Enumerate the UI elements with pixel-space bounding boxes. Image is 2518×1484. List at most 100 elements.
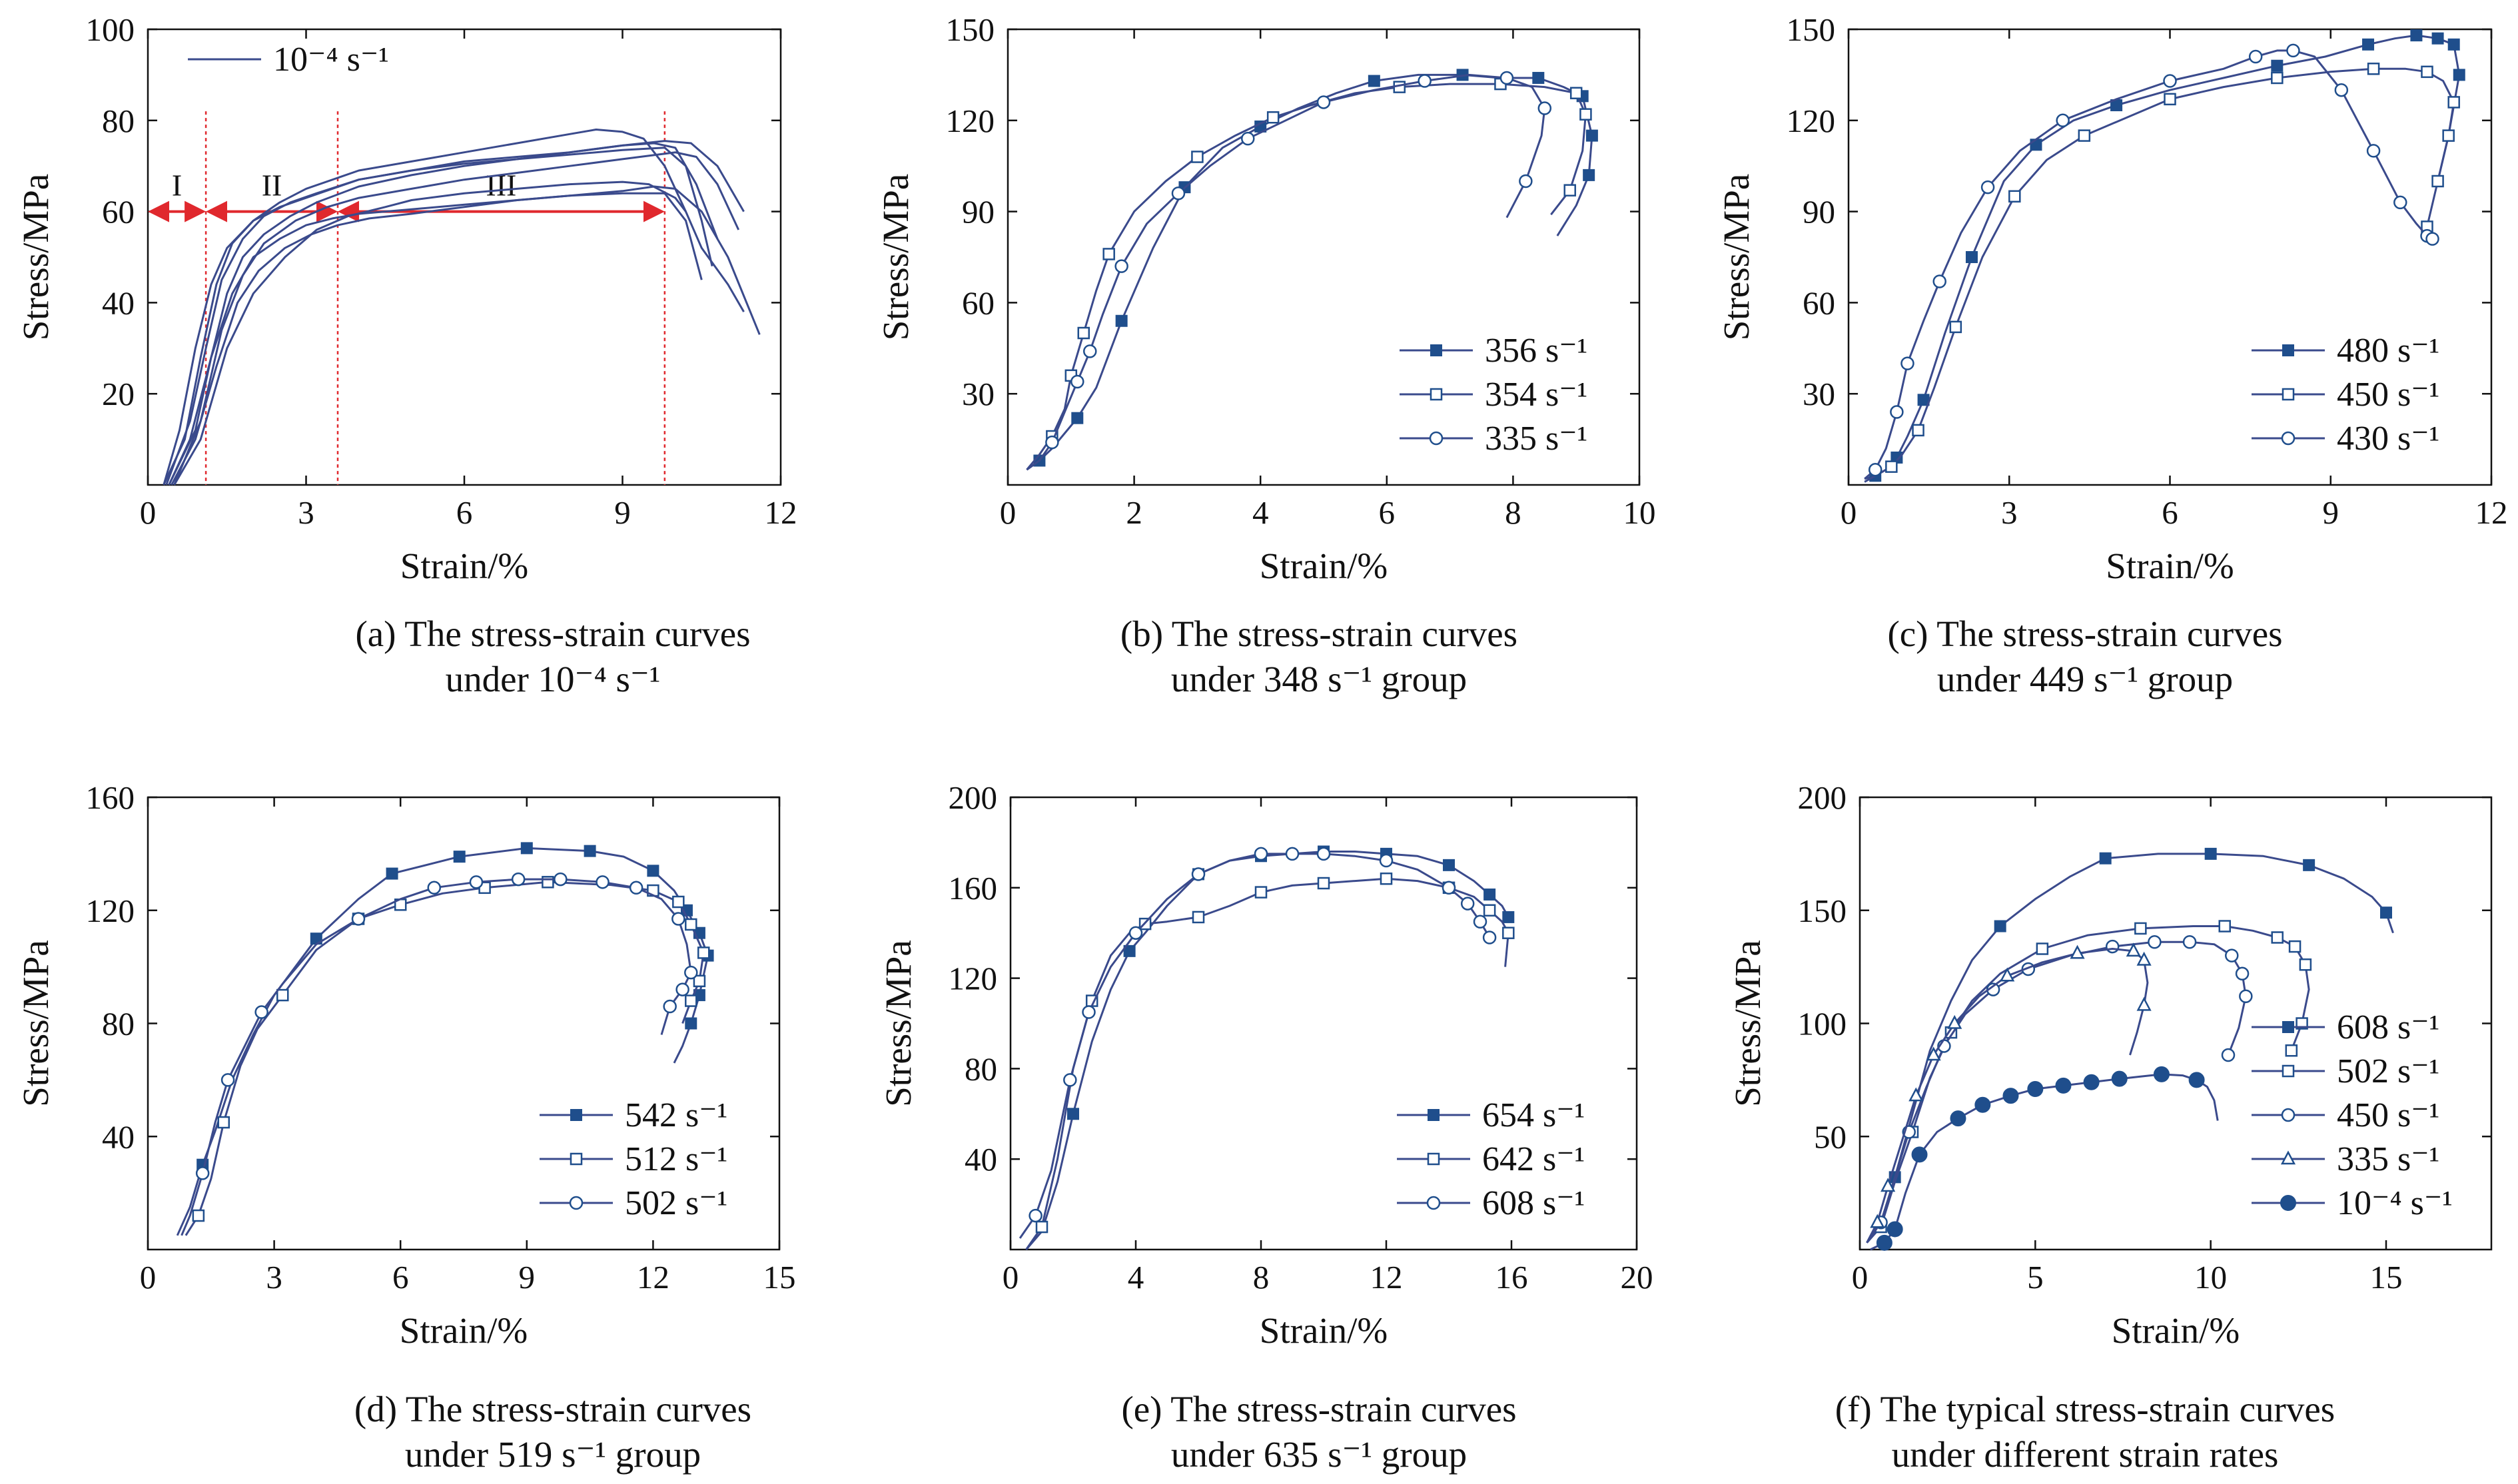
series-line-b-3 xyxy=(1026,73,1546,471)
y-tick-label-d: 120 xyxy=(86,893,135,929)
series-line-d-3 xyxy=(181,878,692,1236)
data-point-c-2 xyxy=(2442,129,2455,142)
data-point-c-1 xyxy=(2431,32,2444,45)
data-point-c-3 xyxy=(1890,405,1904,419)
caption-b: (b) The stress-strain curves under 348 s… xyxy=(839,611,1799,702)
data-point-c-2 xyxy=(1912,424,1924,437)
legend-marker-f-2 xyxy=(2282,1064,2295,1078)
data-point-f-2 xyxy=(2285,1044,2298,1057)
x-axis-title-c: Strain/% xyxy=(2106,546,2234,586)
data-point-b-2 xyxy=(1569,87,1583,100)
legend-marker-c-2 xyxy=(2282,388,2295,401)
y-tick-label-a: 100 xyxy=(86,11,135,48)
y-tick-label-e: 120 xyxy=(949,960,998,997)
x-tick-label-b: 6 xyxy=(1379,494,1396,531)
legend-marker-e-2 xyxy=(1427,1152,1440,1166)
data-point-d-1 xyxy=(386,867,398,880)
data-point-c-1 xyxy=(2447,38,2460,51)
data-point-d-3 xyxy=(351,912,366,926)
series-b-3 xyxy=(1026,71,1552,471)
legend-label-e-3: 608 s⁻¹ xyxy=(1482,1184,1585,1222)
legend-entry-f-4: 335 s⁻¹ xyxy=(2252,1140,2439,1178)
x-tick-label-f: 10 xyxy=(2194,1259,2227,1296)
y-tick-label-e: 160 xyxy=(949,870,998,907)
data-point-b-2 xyxy=(1579,108,1592,121)
data-point-d-1 xyxy=(647,865,659,877)
series-f-4 xyxy=(1866,942,2152,1244)
data-point-d-2 xyxy=(192,1209,205,1222)
data-point-f-5 xyxy=(2055,1077,2072,1094)
data-point-b-3 xyxy=(1114,259,1128,273)
caption-f-line2: under different strain rates xyxy=(1891,1434,2279,1475)
data-point-d-1 xyxy=(685,1017,697,1030)
data-point-f-4 xyxy=(2136,996,2152,1011)
data-point-d-2 xyxy=(693,974,706,988)
series-line-a-3 xyxy=(165,147,713,486)
y-tick-label-b: 30 xyxy=(962,376,995,412)
legend-entry-b-2: 354 s⁻¹ xyxy=(1400,376,1587,414)
legend-entry-e-2: 642 s⁻¹ xyxy=(1397,1140,1585,1178)
plot-frame-b xyxy=(1007,28,1641,486)
data-point-f-1 xyxy=(2380,907,2392,919)
data-point-c-1 xyxy=(1965,251,1978,263)
data-point-d-3 xyxy=(427,881,442,895)
legend-marker-c-1 xyxy=(2282,344,2294,356)
data-point-e-3 xyxy=(1063,1073,1077,1087)
series-line-a-4 xyxy=(168,140,745,486)
legend-label-f-4: 335 s⁻¹ xyxy=(2337,1140,2439,1178)
data-point-e-1 xyxy=(1067,1108,1079,1120)
data-point-c-3 xyxy=(2393,195,2407,210)
y-axis-title-c: Stress/MPa xyxy=(1716,174,1757,341)
legend-label-d-1: 542 s⁻¹ xyxy=(625,1096,727,1134)
x-axis-title-a: Strain/% xyxy=(400,546,528,586)
x-tick-label-a: 6 xyxy=(456,494,473,531)
data-point-e-2 xyxy=(1380,872,1393,885)
data-point-b-3 xyxy=(1070,374,1084,389)
data-point-c-2 xyxy=(2078,129,2091,142)
region-label-a: II xyxy=(262,169,282,202)
data-point-d-3 xyxy=(554,872,568,887)
caption-f: (f) The typical stress-strain curves und… xyxy=(1679,1387,2491,1477)
data-point-c-1 xyxy=(2362,38,2375,51)
legend-label-c-2: 450 s⁻¹ xyxy=(2337,376,2439,414)
data-point-f-5 xyxy=(1974,1096,1991,1113)
data-point-f-4 xyxy=(1947,1014,1962,1029)
x-tick-label-f: 0 xyxy=(1852,1259,1869,1296)
data-point-d-3 xyxy=(596,875,610,889)
series-f-2 xyxy=(1866,920,2312,1244)
data-point-f-5 xyxy=(1950,1110,1966,1127)
data-point-b-1 xyxy=(1115,314,1128,327)
data-point-b-3 xyxy=(1240,131,1255,146)
series-line-a-8 xyxy=(173,151,740,486)
legend-marker-b-3 xyxy=(1429,431,1444,446)
data-point-c-3 xyxy=(1932,274,1946,288)
y-tick-label-e: 40 xyxy=(965,1141,997,1178)
data-point-b-2 xyxy=(1077,326,1090,340)
data-point-e-3 xyxy=(1442,881,1456,895)
legend-label-f-3: 450 s⁻¹ xyxy=(2337,1096,2439,1134)
legend-marker-d-1 xyxy=(570,1109,582,1121)
data-point-f-3 xyxy=(2221,1048,2236,1062)
data-point-b-2 xyxy=(1563,184,1576,196)
data-point-f-5 xyxy=(1887,1221,1903,1238)
series-e-2 xyxy=(1025,872,1515,1250)
y-tick-label-f: 100 xyxy=(1798,1006,1847,1042)
data-point-c-3 xyxy=(1900,356,1914,370)
data-point-c-1 xyxy=(2410,29,2423,42)
data-point-e-2 xyxy=(1483,904,1496,917)
data-point-d-2 xyxy=(672,895,685,909)
x-tick-label-d: 15 xyxy=(763,1259,796,1296)
data-point-e-1 xyxy=(1123,944,1136,957)
legend-label-b-3: 335 s⁻¹ xyxy=(1485,420,1587,458)
data-point-c-2 xyxy=(1885,460,1898,473)
data-point-b-3 xyxy=(1045,435,1059,450)
data-point-b-2 xyxy=(1266,111,1280,124)
legend-label-b-1: 356 s⁻¹ xyxy=(1485,332,1587,370)
series-line-f-1 xyxy=(1866,853,2394,1244)
data-point-b-3 xyxy=(1499,71,1514,85)
panel-b: 0 2 4 6 8 10 30 60 90 120 150 Strain/% Stress/MPa 356… xyxy=(875,11,1656,586)
data-point-f-4 xyxy=(2126,942,2141,957)
data-point-c-3 xyxy=(2334,83,2349,97)
x-axis-title-e: Strain/% xyxy=(1260,1310,1388,1351)
series-a-1 xyxy=(163,129,687,486)
